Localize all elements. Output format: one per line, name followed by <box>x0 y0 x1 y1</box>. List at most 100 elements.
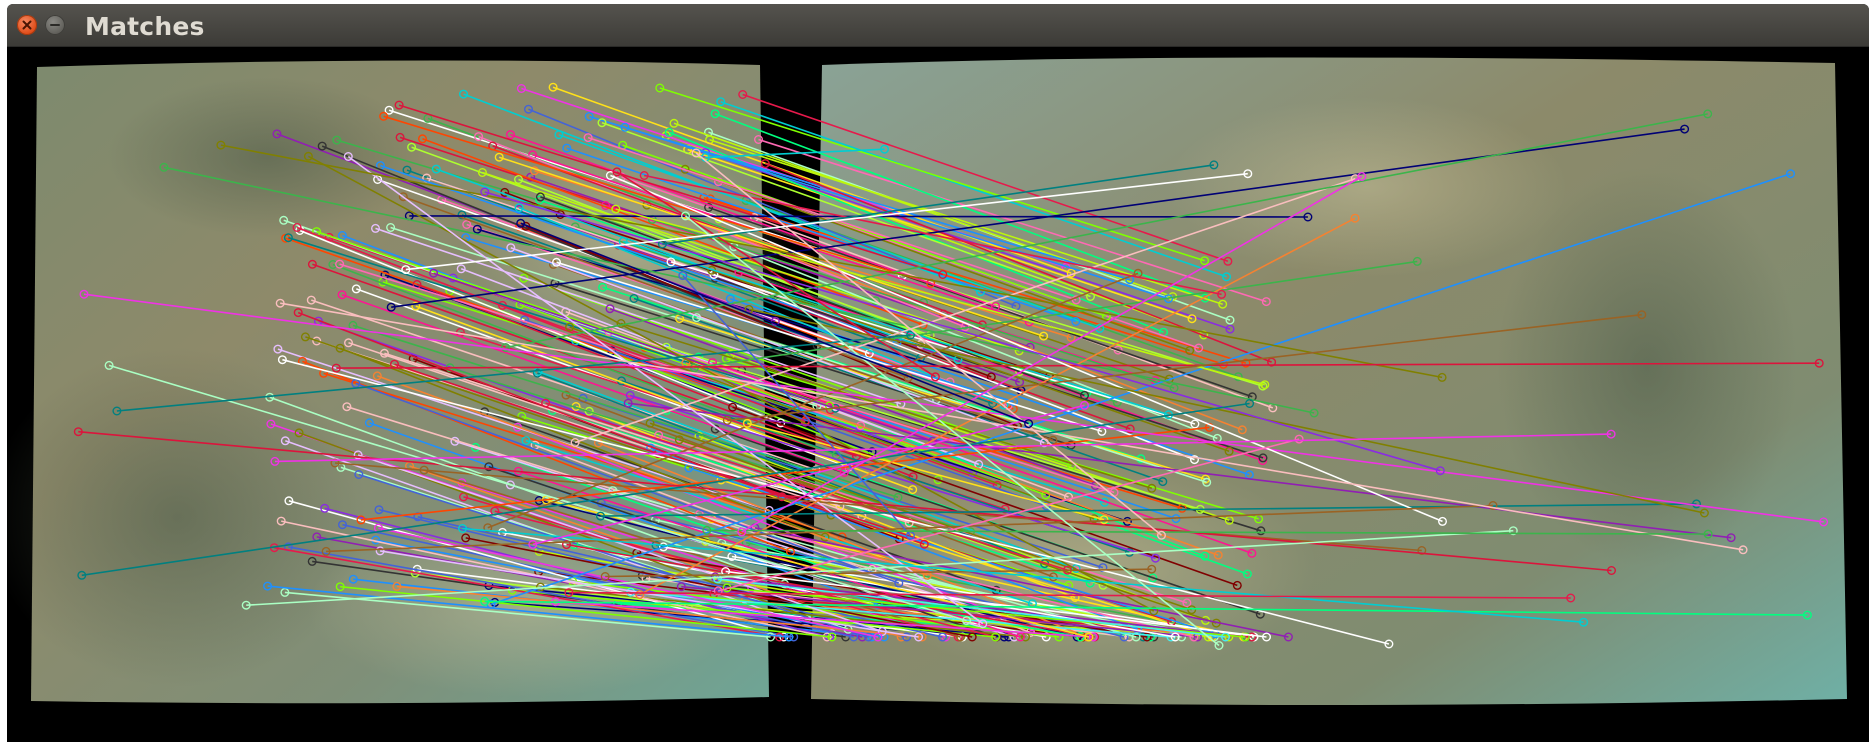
match-segment <box>379 550 919 638</box>
left-keypoint <box>275 298 285 308</box>
left-keypoint <box>343 151 353 161</box>
right-keypoint <box>1225 315 1235 325</box>
left-keypoint <box>386 222 396 232</box>
left-keypoint <box>519 273 529 283</box>
match-segment <box>342 523 854 638</box>
match-line <box>401 169 1253 275</box>
match-segment <box>484 191 1441 472</box>
match-line <box>754 134 1271 307</box>
right-keypoint <box>933 475 943 485</box>
right-keypoint <box>1148 573 1158 583</box>
match-segment <box>517 426 1033 628</box>
right-keypoint <box>867 447 877 457</box>
match-line <box>293 308 787 502</box>
match-line <box>716 97 1232 282</box>
match-segment <box>525 225 1018 427</box>
right-underwater-image <box>811 57 1847 705</box>
right-keypoint <box>1214 641 1224 651</box>
left-keypoint <box>616 319 626 329</box>
right-keypoint <box>1217 289 1227 299</box>
left-keypoint <box>620 122 630 132</box>
match-segment <box>341 293 845 474</box>
left-keypoint <box>669 118 679 128</box>
match-segment <box>297 311 783 498</box>
right-keypoint <box>1088 632 1098 642</box>
match-line <box>702 525 1713 539</box>
match-line <box>742 418 1109 525</box>
left-keypoint <box>320 503 330 513</box>
left-keypoint <box>710 109 720 119</box>
match-segment <box>288 236 836 409</box>
match-line <box>351 378 904 588</box>
left-keypoint <box>494 152 504 162</box>
left-keypoint <box>480 187 490 197</box>
left-keypoint <box>344 338 354 348</box>
right-keypoint <box>1224 446 1234 456</box>
match-segment <box>741 175 1363 533</box>
right-keypoint <box>902 632 912 642</box>
left-keypoint <box>561 390 571 400</box>
left-keypoint <box>483 523 493 533</box>
match-segment <box>520 222 1029 425</box>
minimize-window-button[interactable] <box>45 15 65 35</box>
matches-canvas <box>7 47 1869 742</box>
left-keypoint <box>280 436 290 446</box>
left-keypoint <box>338 520 348 530</box>
left-keypoint <box>674 435 684 445</box>
match-segment <box>280 302 1744 551</box>
match-segment <box>659 87 1205 262</box>
right-keypoint <box>908 485 918 495</box>
left-keypoint <box>681 211 691 221</box>
left-keypoint <box>477 167 487 177</box>
match-line <box>501 109 1713 353</box>
match-segment <box>505 113 1708 349</box>
left-keypoint <box>506 130 516 140</box>
right-keypoint <box>1200 551 1210 561</box>
match-line <box>691 148 1166 540</box>
match-line <box>270 429 1616 466</box>
left-keypoint <box>605 170 615 180</box>
left-keypoint <box>462 219 472 229</box>
match-segment <box>540 586 1026 638</box>
match-segment <box>682 275 912 537</box>
right-keypoint <box>1703 529 1713 539</box>
right-keypoint <box>1142 632 1152 642</box>
match-segment <box>725 570 1267 638</box>
left-keypoint <box>398 192 408 202</box>
match-segment <box>694 260 1418 369</box>
left-keypoint <box>351 378 361 388</box>
match-segment <box>108 364 967 622</box>
left-keypoint <box>728 402 738 412</box>
left-keypoint <box>159 162 169 172</box>
right-keypoint <box>1156 530 1166 540</box>
right-keypoint <box>1243 169 1253 179</box>
left-keypoint <box>664 127 674 137</box>
right-keypoint <box>1204 422 1214 432</box>
left-keypoint <box>386 302 396 312</box>
right-keypoint <box>991 632 1001 642</box>
left-keypoint <box>356 515 366 525</box>
left-keypoint <box>629 293 639 303</box>
window-title: Matches <box>85 12 205 41</box>
match-segment <box>705 148 885 159</box>
left-keypoint <box>429 268 439 278</box>
match-line <box>666 257 1200 429</box>
close-window-button[interactable] <box>17 15 37 35</box>
left-keypoint <box>524 104 534 114</box>
match-line <box>321 501 1498 556</box>
left-keypoint <box>272 129 282 139</box>
right-keypoint <box>1384 639 1394 649</box>
left-keypoint <box>562 143 572 153</box>
left-keypoint <box>73 427 83 437</box>
match-line <box>689 256 1422 373</box>
match-line <box>79 289 1829 527</box>
right-keypoint <box>1039 331 1049 341</box>
title-bar[interactable]: Matches <box>7 4 1869 47</box>
right-keypoint <box>766 632 776 642</box>
left-keypoint <box>79 289 89 299</box>
right-keypoint <box>1079 400 1089 410</box>
right-keypoint <box>1242 569 1252 579</box>
left-keypoint <box>623 398 633 408</box>
match-segment <box>733 245 1218 440</box>
left-keypoint <box>713 586 723 596</box>
